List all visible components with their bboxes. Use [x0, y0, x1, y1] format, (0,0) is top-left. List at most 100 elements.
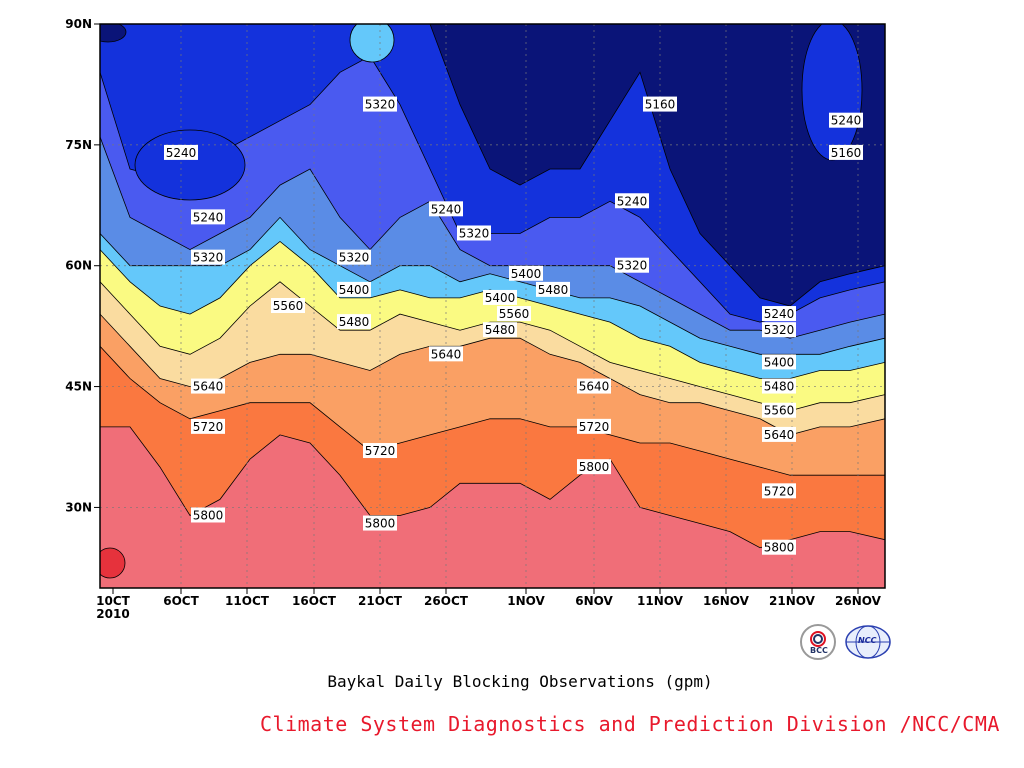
- contour-label-text: 5160: [831, 146, 862, 160]
- contour-label: 5480: [483, 322, 517, 338]
- y-axis: 90N 75N 60N 45N 30N: [65, 17, 100, 514]
- y-tick-label: 90N: [65, 17, 92, 31]
- contour-label-text: 5320: [617, 259, 648, 273]
- contour-label-bg: [363, 515, 397, 531]
- contour-label-text: 5320: [459, 226, 490, 240]
- contour-label-bg: [164, 144, 198, 160]
- blob-5480-north: [349, 24, 395, 63]
- x-tick-label: 26OCT: [424, 594, 469, 608]
- contour-label-text: 5240: [764, 307, 795, 321]
- contour-label-text: 5720: [193, 420, 224, 434]
- contour-line-5800: [100, 426, 885, 549]
- x-tick-label: 6NOV: [575, 594, 613, 608]
- contour-label: 5240: [615, 193, 649, 209]
- contour-label-text: 5400: [764, 355, 795, 369]
- contour-label-bg: [429, 201, 463, 217]
- blob-5880-south: [100, 547, 126, 579]
- y-tick-label: 30N: [65, 500, 92, 514]
- contour-label-bg: [762, 322, 796, 338]
- x-tick-label: 1NOV: [507, 594, 545, 608]
- contour-label: 5160: [643, 96, 677, 112]
- contour-label: 5240: [762, 306, 796, 322]
- contour-label-text: 5800: [193, 508, 224, 522]
- contour-label-bg: [577, 459, 611, 475]
- contour-label: 5560: [497, 306, 531, 322]
- chart-title: Baykal Daily Blocking Observations (gpm): [327, 672, 713, 691]
- contour-label-bg: [509, 265, 543, 281]
- contour-label-bg: [337, 249, 371, 265]
- contour-label: 5400: [483, 289, 517, 305]
- contour-label-bg: [762, 426, 796, 442]
- x-tick-label: 16NOV: [703, 594, 750, 608]
- contour-label: 5240: [164, 144, 198, 160]
- contour-label: 5800: [577, 459, 611, 475]
- contour-label: 5720: [191, 418, 225, 434]
- contour-label: 5480: [536, 281, 570, 297]
- x-tick-label: 11NOV: [637, 594, 684, 608]
- credit-line: Climate System Diagnostics and Predictio…: [260, 712, 1000, 736]
- x-tick-label: 11OCT: [225, 594, 270, 608]
- contour-label-bg: [429, 346, 463, 362]
- contour-label-bg: [762, 539, 796, 555]
- contour-label-bg: [762, 306, 796, 322]
- contour-label-bg: [363, 96, 397, 112]
- contour-label-bg: [363, 443, 397, 459]
- contour-label: 5400: [762, 354, 796, 370]
- contour-label-bg: [577, 378, 611, 394]
- contour-label-text: 5240: [831, 114, 862, 128]
- contour-label-bg: [829, 144, 863, 160]
- contour-label: 5320: [363, 96, 397, 112]
- contour-label-bg: [536, 281, 570, 297]
- contour-labels: 5320 5160 5240 5160 5240 5240 5240 5240 5320 5320…: [164, 96, 863, 555]
- y-tick-label: 60N: [65, 259, 92, 273]
- contour-label-text: 5720: [579, 420, 610, 434]
- contour-label: 5400: [509, 265, 543, 281]
- contour-label: 5560: [271, 298, 305, 313]
- contour-label-text: 5720: [764, 484, 795, 498]
- contour-label-bg: [191, 418, 225, 434]
- contour-label-text: 5640: [431, 347, 462, 361]
- contour-label: 5640: [577, 378, 611, 394]
- contour-line-5640: [100, 313, 885, 436]
- contour-label: 5800: [363, 515, 397, 531]
- y-tick-label: 75N: [65, 138, 92, 152]
- contour-label-text: 5640: [579, 380, 610, 394]
- blob-5240-west: [134, 129, 246, 201]
- contour-label-bg: [191, 249, 225, 265]
- contour-label-text: 5320: [365, 98, 396, 112]
- contour-label-text: 5480: [538, 283, 569, 297]
- contour-label-bg: [191, 507, 225, 523]
- contour-label-bg: [762, 483, 796, 499]
- contour-label-bg: [271, 298, 305, 313]
- ncc-logo-text: NCC: [858, 636, 877, 645]
- contour-label: 5480: [762, 378, 796, 394]
- contour-label-bg: [191, 209, 225, 225]
- contour-label-bg: [337, 314, 371, 330]
- contour-label-bg: [483, 289, 517, 305]
- x-tick-label: 21NOV: [769, 594, 816, 608]
- contour-label-bg: [829, 112, 863, 128]
- blob-corner-north: [100, 24, 127, 43]
- contour-label: 5240: [429, 201, 463, 217]
- contour-label-bg: [615, 193, 649, 209]
- contour-label-text: 5320: [339, 251, 370, 265]
- contour-label: 5800: [762, 539, 796, 555]
- contour-label: 5320: [762, 322, 796, 338]
- contour-label: 5320: [337, 249, 371, 265]
- contour-label: 5160: [829, 144, 863, 160]
- bcc-logo-text: BCC: [810, 646, 828, 655]
- contour-label-bg: [762, 378, 796, 394]
- contour-label-text: 5320: [193, 251, 224, 265]
- contour-label-text: 5400: [511, 267, 542, 281]
- contour-label-bg: [191, 378, 225, 394]
- contour-label: 5240: [191, 209, 225, 225]
- contour-label-text: 5480: [339, 315, 370, 329]
- contour-line-5560: [100, 281, 885, 412]
- contour-label: 5640: [429, 346, 463, 362]
- contour-label: 5240: [829, 112, 863, 128]
- contour-label: 5720: [363, 443, 397, 459]
- contour-label: 5720: [577, 418, 611, 434]
- contour-label-text: 5240: [431, 202, 462, 216]
- contour-label-bg: [762, 402, 796, 418]
